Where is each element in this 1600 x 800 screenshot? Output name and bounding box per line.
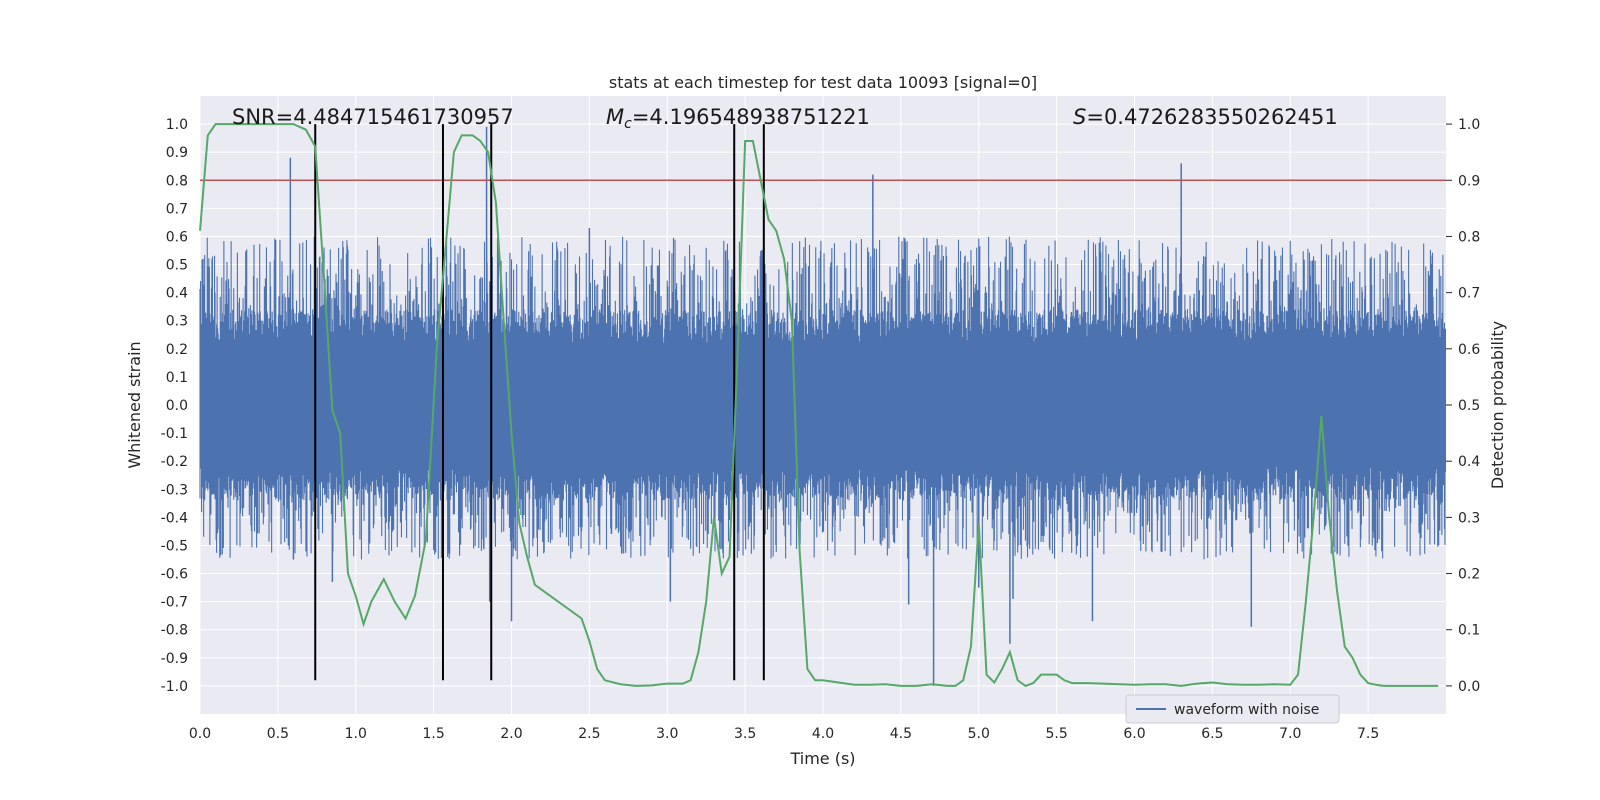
y-tick-label: -0.8 (161, 623, 188, 639)
y-tick-label: 0.2 (166, 342, 188, 358)
y2-tick-label: 0.9 (1458, 173, 1480, 189)
y2-tick-label: 0.8 (1458, 229, 1480, 245)
y-tick-label: 0.8 (166, 173, 188, 189)
x-tick-label: 3.5 (734, 726, 756, 742)
chart-title: stats at each timestep for test data 100… (609, 73, 1037, 92)
legend-box (1125, 694, 1340, 724)
s-annotation: S=0.4726283550262451 (1073, 105, 1338, 129)
y-axis-label: Whitened strain (125, 341, 144, 468)
x-axis-label: Time (s) (789, 749, 855, 768)
y2-ticks: 1.0 0.9 0.8 0.7 0.6 0.5 0.4 0.3 0.2 0.1 0.0 (1446, 117, 1480, 695)
y-tick-label: -0.7 (161, 595, 188, 611)
y2-axis-label: Detection probability (1488, 321, 1507, 489)
s-symbol: S (1073, 105, 1086, 129)
y2-tick-label: 0.3 (1458, 510, 1480, 526)
x-tick-label: 4.0 (812, 726, 834, 742)
legend: waveform with noise (1125, 694, 1340, 724)
probability-line (199, 123, 1439, 688)
probability-series (199, 123, 1439, 688)
x-tick-label: 5.0 (968, 726, 990, 742)
x-tick-label: 6.5 (1201, 726, 1223, 742)
y-tick-label: 0.4 (166, 286, 188, 302)
y-tick-label: 0.0 (166, 398, 188, 414)
y-tick-label: 0.3 (166, 314, 188, 330)
x-tick-label: 0.5 (267, 726, 289, 742)
mc-symbol: M (606, 105, 624, 129)
y-tick-label: -1.0 (161, 679, 188, 695)
y2-tick-label: 0.0 (1458, 679, 1480, 695)
x-tick-label: 7.0 (1279, 726, 1301, 742)
mc-value: =4.196548938751221 (632, 105, 870, 129)
mc-subscript: c (624, 116, 632, 132)
y-tick-label: -0.2 (161, 454, 188, 470)
y-tick-label: -0.5 (161, 538, 188, 554)
y2-tick-label: 0.5 (1458, 398, 1480, 414)
mc-annotation: Mc=4.196548938751221 (606, 105, 870, 132)
y-tick-label: -0.4 (161, 510, 188, 526)
y-tick-label: 0.7 (166, 201, 188, 217)
y2-tick-label: 0.2 (1458, 567, 1480, 583)
y-tick-label: -0.9 (161, 651, 188, 667)
vertical-markers (314, 124, 765, 681)
y2-tick-label: 0.4 (1458, 454, 1480, 470)
x-tick-label: 7.5 (1357, 726, 1379, 742)
legend-entry: waveform with noise (1174, 702, 1319, 718)
x-tick-label: 6.0 (1123, 726, 1145, 742)
y2-tick-label: 1.0 (1458, 117, 1480, 133)
y-tick-label: -0.1 (161, 426, 188, 442)
y2-tick-label: 0.1 (1458, 623, 1480, 639)
x-tick-label: 2.0 (500, 726, 522, 742)
y-tick-label: 0.9 (166, 145, 188, 161)
x-tick-label: 3.0 (656, 726, 678, 742)
y2-tick-label: 0.6 (1458, 342, 1480, 358)
y-tick-label: 1.0 (166, 117, 188, 133)
x-tick-label: 5.5 (1045, 726, 1067, 742)
y-tick-label: -0.6 (161, 567, 188, 583)
waveform-series (199, 126, 1447, 686)
x-tick-label: 4.5 (890, 726, 912, 742)
y-ticks: 1.0 0.9 0.8 0.7 0.6 0.5 0.4 0.3 0.2 0.1 0.0 -0.1 -0.… (161, 117, 188, 695)
x-tick-label: 2.5 (578, 726, 600, 742)
y-tick-label: 0.1 (166, 370, 188, 386)
y-tick-label: 0.6 (166, 229, 188, 245)
y2-tick-label: 0.7 (1458, 286, 1480, 302)
y-tick-label: -0.3 (161, 482, 188, 498)
x-tick-label: 0.0 (189, 726, 211, 742)
waveform-core (200, 343, 1446, 467)
x-tick-label: 1.5 (422, 726, 444, 742)
snr-annotation: SNR=4.484715461730957 (232, 105, 514, 129)
x-tick-label: 1.0 (345, 726, 367, 742)
s-value: =0.4726283550262451 (1086, 105, 1337, 129)
y-tick-label: 0.5 (166, 258, 188, 274)
x-ticks: 0.0 0.5 1.0 1.5 2.0 2.5 3.0 3.5 4.0 4.5 5.0 5.5 6.0 6… (189, 726, 1379, 742)
